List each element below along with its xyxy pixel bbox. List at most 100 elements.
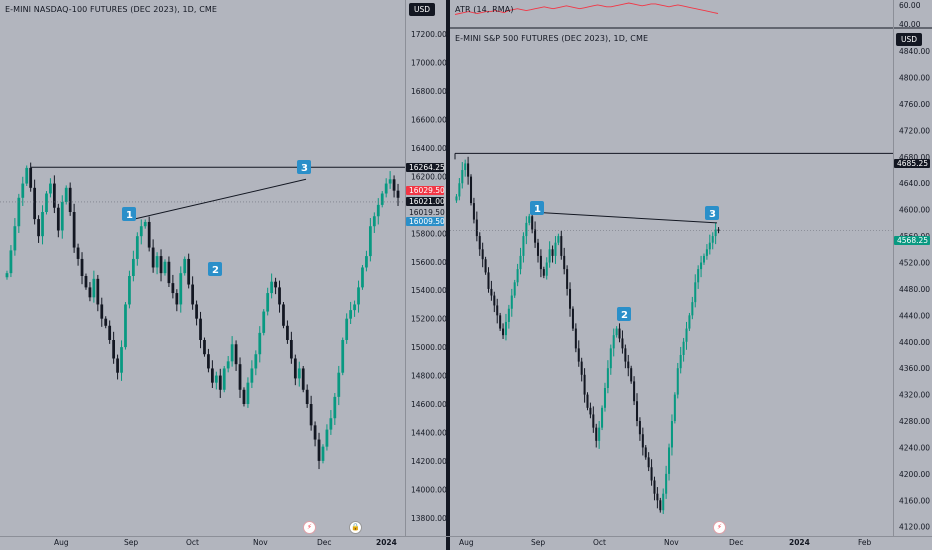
left-candle <box>361 267 364 288</box>
left-candle <box>329 418 333 430</box>
right-candle <box>545 262 548 276</box>
time-tick-label: Dec <box>729 538 744 547</box>
left-candle <box>131 258 135 276</box>
price-tick-label: 15200.00 <box>411 315 447 324</box>
price-tick-label: 14200.00 <box>411 457 447 466</box>
left-pattern-marker-label: 1 <box>126 210 133 221</box>
right-candle <box>574 328 577 349</box>
right-candle <box>650 467 653 481</box>
left-candle <box>274 281 277 288</box>
right-candle <box>717 229 720 231</box>
right-pattern-marker <box>705 206 719 220</box>
left-currency-button[interactable]: USD <box>409 3 436 16</box>
panel-divider <box>446 0 450 550</box>
right-candle <box>644 447 647 458</box>
left-candle <box>262 311 266 333</box>
right-candle <box>522 236 525 256</box>
right-candle <box>641 434 644 448</box>
time-tick-label: Nov <box>664 538 679 547</box>
left-candle <box>29 167 33 188</box>
right-candle <box>673 394 676 422</box>
left-candle <box>72 212 76 248</box>
right-candle <box>484 259 487 273</box>
left-candle <box>309 404 313 426</box>
left-candle <box>195 304 198 319</box>
left-candle <box>210 368 214 383</box>
price-tick-label: 4200.00 <box>899 470 930 479</box>
right-candle <box>548 249 551 263</box>
right-candle <box>461 170 464 184</box>
left-candle <box>266 293 270 312</box>
right-currency-button[interactable]: USD <box>896 33 923 46</box>
lock-icon[interactable]: 🔒 <box>349 521 362 534</box>
left-candle <box>207 354 210 369</box>
right-candle <box>496 305 499 316</box>
right-candle <box>586 394 589 408</box>
left-candle <box>159 256 163 274</box>
right-candle <box>653 480 656 494</box>
price-tick-label: 4320.00 <box>899 391 930 400</box>
left-candle <box>21 183 25 198</box>
alert-icon[interactable]: ⚡ <box>713 521 726 534</box>
left-candle <box>301 368 305 390</box>
right-price-badge <box>894 236 930 245</box>
right-candle <box>708 242 711 250</box>
time-tick-label: 2024 <box>789 538 810 547</box>
left-candle <box>333 396 337 419</box>
right-candle <box>638 421 641 435</box>
left-candle <box>230 344 234 362</box>
left-candle <box>293 358 297 379</box>
price-tick-label: 4640.00 <box>899 179 930 188</box>
left-candle <box>155 256 159 268</box>
left-candle <box>124 304 127 348</box>
left-candle <box>116 358 119 373</box>
time-tick-label: Oct <box>593 538 606 547</box>
left-candle <box>349 310 353 319</box>
left-candle <box>222 368 226 390</box>
right-candle <box>647 457 650 468</box>
price-tick-label: 4440.00 <box>899 311 930 320</box>
price-tick-label: 4520.00 <box>899 259 930 268</box>
left-candle <box>45 193 48 212</box>
atr-tick-label: 40.00 <box>899 20 921 29</box>
left-price-badge-text: 16029.50 <box>409 186 445 195</box>
right-candle <box>679 354 682 369</box>
atr-indicator-title[interactable]: ATR (14, RMA) <box>455 5 514 14</box>
left-candle <box>353 304 356 311</box>
left-candle <box>135 236 139 259</box>
right-candle <box>635 401 639 422</box>
right-candle <box>551 249 554 256</box>
left-candle <box>151 247 155 268</box>
right-candle <box>589 407 592 415</box>
right-candle <box>711 236 714 243</box>
right-candle <box>630 368 633 382</box>
right-candle <box>603 388 606 408</box>
left-candle <box>191 284 195 305</box>
left-candle <box>325 429 329 447</box>
left-candle <box>88 287 92 298</box>
left-chart-title: E-MINI NASDAQ-100 FUTURES (DEC 2023), 1D… <box>5 5 218 14</box>
left-price-badge <box>406 186 444 195</box>
right-pattern-marker-label: 3 <box>709 209 716 220</box>
right-candle <box>528 216 531 223</box>
atr-tick-label: 60.00 <box>899 1 921 10</box>
right-candle <box>612 335 615 349</box>
right-candle <box>455 196 458 201</box>
price-tick-label: 16200.00 <box>411 172 447 181</box>
left-candle <box>357 287 360 305</box>
left-candle <box>41 212 44 237</box>
left-candle <box>203 340 206 355</box>
right-candle <box>665 473 668 494</box>
right-candle <box>531 216 534 230</box>
left-candle <box>25 167 29 184</box>
left-pattern-marker <box>208 262 222 276</box>
price-tick-label: 15000.00 <box>411 343 447 352</box>
left-candle <box>242 389 246 404</box>
left-price-badge <box>406 163 444 172</box>
right-candle <box>504 321 507 336</box>
left-candle <box>337 372 341 397</box>
right-candle <box>560 236 563 256</box>
price-tick-label: 17200.00 <box>411 30 447 39</box>
alert-icon[interactable]: ⚡ <box>303 521 316 534</box>
left-candle <box>321 446 325 461</box>
